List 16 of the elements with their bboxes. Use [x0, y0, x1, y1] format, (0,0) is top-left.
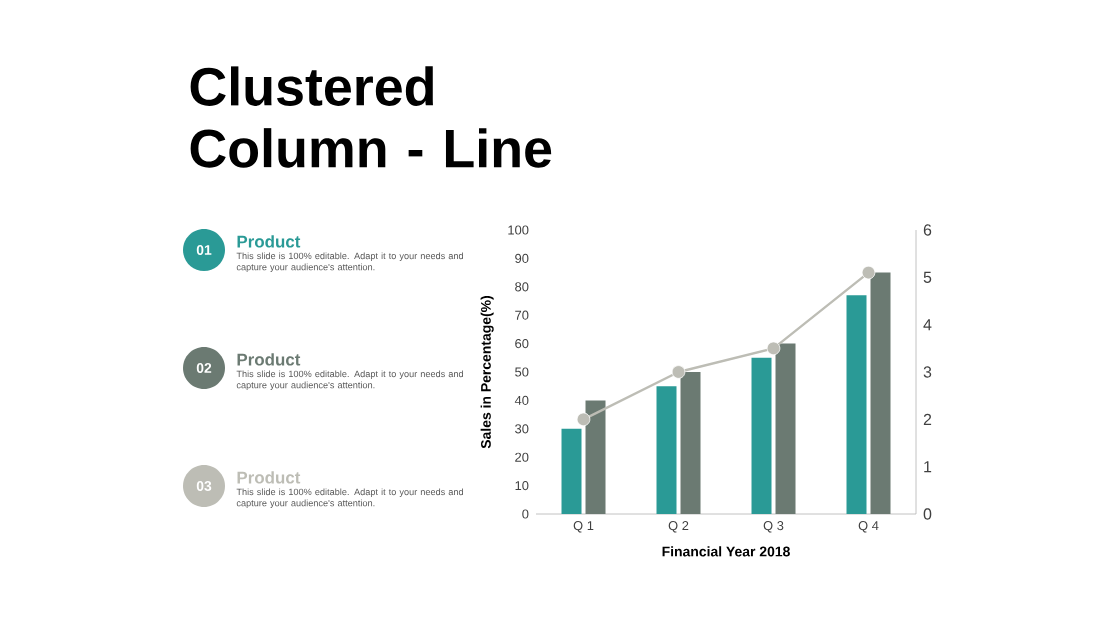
bar: [561, 428, 582, 514]
text: Product: [237, 235, 301, 248]
point: [671, 365, 686, 379]
bar: [775, 343, 796, 514]
text: Product: [237, 353, 301, 366]
point: [576, 412, 591, 427]
point: [861, 265, 876, 280]
chart-title: Clustered Column - Line: [190, 66, 552, 168]
bar: [870, 272, 891, 514]
text: Product: [237, 471, 301, 484]
bar: [585, 400, 606, 514]
point: [766, 341, 781, 356]
bar: [656, 386, 677, 514]
bar: [751, 357, 772, 514]
bar: [680, 372, 701, 514]
bar: [846, 295, 867, 514]
